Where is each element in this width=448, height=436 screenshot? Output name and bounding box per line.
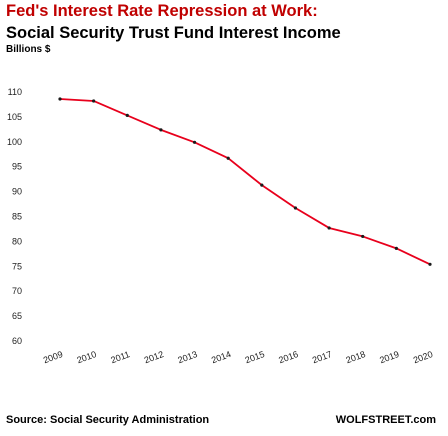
data-point — [428, 262, 432, 266]
data-point — [125, 113, 129, 118]
x-tick-label: 2017 — [311, 349, 333, 365]
x-tick-label: 2013 — [176, 349, 198, 365]
x-tick-label: 2011 — [109, 349, 131, 365]
data-point — [361, 234, 365, 239]
y-tick-label: 90 — [12, 187, 22, 197]
series-layer — [58, 97, 432, 266]
x-tick-label: 2020 — [412, 349, 434, 365]
y-tick-label: 60 — [12, 336, 22, 346]
series-line — [59, 98, 431, 266]
y-tick-label: 85 — [12, 212, 22, 222]
y-tick-label: 80 — [12, 236, 22, 246]
y-tick-label: 70 — [12, 286, 22, 296]
x-tick-label: 2019 — [378, 349, 400, 365]
x-axis: 2009 2010 2011 2012 2013 2014 2015 2016 2017 2018… — [42, 349, 434, 365]
data-point — [192, 140, 197, 144]
source-note: Source: Social Security Administration — [6, 414, 210, 426]
x-tick-label: 2016 — [277, 349, 299, 365]
data-point — [293, 206, 298, 210]
y-tick-label: 95 — [12, 162, 22, 172]
y-tick-label: 75 — [12, 261, 22, 271]
x-tick-label: 2018 — [345, 349, 367, 365]
x-tick-label: 2012 — [143, 349, 165, 365]
y-tick-label: 65 — [12, 311, 22, 321]
data-point — [159, 128, 163, 132]
data-point — [327, 226, 331, 230]
site-credit: WOLFSTREET.com — [335, 414, 436, 426]
y-tick-label: 110 — [8, 87, 22, 97]
data-point — [260, 183, 264, 187]
data-point — [58, 97, 62, 101]
data-point — [226, 156, 230, 160]
chart-title: Fed's Interest Rate Repression at Work: — [6, 2, 318, 20]
data-point — [92, 99, 96, 103]
chart-subtitle: Social Security Trust Fund Interest Inco… — [6, 24, 341, 42]
y-tick-label: 105 — [7, 112, 22, 122]
y-tick-label: 100 — [7, 137, 22, 147]
x-tick-label: 2015 — [244, 349, 266, 365]
data-point — [394, 246, 398, 250]
x-tick-label: 2014 — [210, 349, 232, 365]
x-tick-label: 2010 — [75, 349, 97, 365]
x-tick-label: 2009 — [42, 349, 64, 365]
y-axis-units: Billions $ — [6, 44, 51, 55]
y-axis: 60 65 70 75 80 85 90 95 100 105 110 — [7, 87, 22, 346]
